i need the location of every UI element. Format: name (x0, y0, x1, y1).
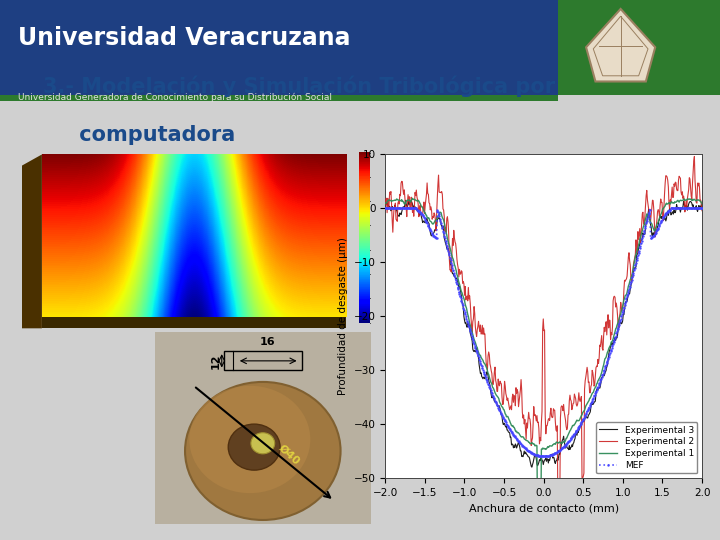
Text: Universidad Veracruzana: Universidad Veracruzana (18, 26, 351, 50)
Experimental 2 (690, 153, 698, 160)
Bar (224, 352, 302, 370)
Experimental 2 (570, 391, 579, 397)
MEF (381, 205, 390, 211)
Experimental 3 (401, 197, 410, 204)
Experimental 2 (554, 510, 563, 517)
Experimental 3 (642, 220, 650, 226)
Experimental 1 (642, 214, 650, 220)
Experimental 3 (534, 459, 543, 465)
Circle shape (228, 424, 280, 470)
Experimental 3 (698, 205, 706, 211)
Experimental 1 (532, 442, 541, 449)
Circle shape (251, 433, 275, 454)
Experimental 1 (536, 526, 544, 533)
Experimental 2 (642, 202, 650, 209)
Experimental 2 (381, 201, 390, 208)
Line: MEF: MEF (384, 207, 703, 457)
Experimental 1 (534, 524, 543, 531)
Circle shape (185, 382, 341, 520)
Line: Experimental 1: Experimental 1 (385, 198, 702, 530)
Experimental 3 (528, 464, 536, 470)
Experimental 3 (571, 435, 580, 442)
Bar (0, 94, 558, 101)
Experimental 3 (381, 203, 390, 210)
MEF (690, 205, 699, 211)
Text: 3.- Modelación y Simulación Tribológica por: 3.- Modelación y Simulación Tribológica … (43, 76, 555, 97)
MEF (539, 453, 548, 460)
Experimental 1 (554, 440, 562, 446)
Experimental 1 (571, 421, 580, 427)
Bar (558, 0, 720, 94)
Experimental 1 (408, 195, 417, 201)
Text: 16: 16 (259, 338, 275, 347)
MEF (534, 452, 542, 458)
Polygon shape (22, 154, 42, 328)
Experimental 1 (698, 200, 706, 207)
Polygon shape (42, 317, 346, 328)
Circle shape (189, 386, 310, 493)
Bar (0, 0, 558, 94)
Text: computadora: computadora (43, 125, 235, 145)
Line: Experimental 2: Experimental 2 (385, 157, 702, 514)
Text: 12: 12 (210, 353, 220, 369)
Text: Ø40: Ø40 (276, 443, 301, 467)
Polygon shape (586, 9, 655, 82)
Experimental 2 (531, 413, 540, 420)
MEF (531, 451, 540, 458)
Text: Universidad Generadora de Conocimiento para su Distribución Social: Universidad Generadora de Conocimiento p… (18, 93, 332, 103)
Legend: Experimental 3, Experimental 2, Experimental 1, MEF: Experimental 3, Experimental 2, Experime… (595, 422, 698, 474)
Experimental 2 (534, 419, 542, 426)
Experimental 2 (552, 428, 561, 434)
Line: Experimental 3: Experimental 3 (385, 200, 702, 467)
MEF (553, 449, 562, 455)
Experimental 3 (533, 461, 541, 467)
MEF (698, 205, 706, 211)
MEF (570, 430, 579, 437)
X-axis label: Anchura de contacto (mm): Anchura de contacto (mm) (469, 503, 618, 513)
Experimental 1 (381, 200, 390, 207)
Experimental 2 (698, 207, 706, 214)
Experimental 3 (691, 204, 700, 211)
Experimental 1 (691, 198, 700, 204)
Experimental 2 (691, 187, 700, 193)
MEF (642, 222, 650, 229)
Y-axis label: Profundidad de desgaste (μm): Profundidad de desgaste (μm) (338, 237, 348, 395)
Experimental 3 (554, 457, 562, 463)
